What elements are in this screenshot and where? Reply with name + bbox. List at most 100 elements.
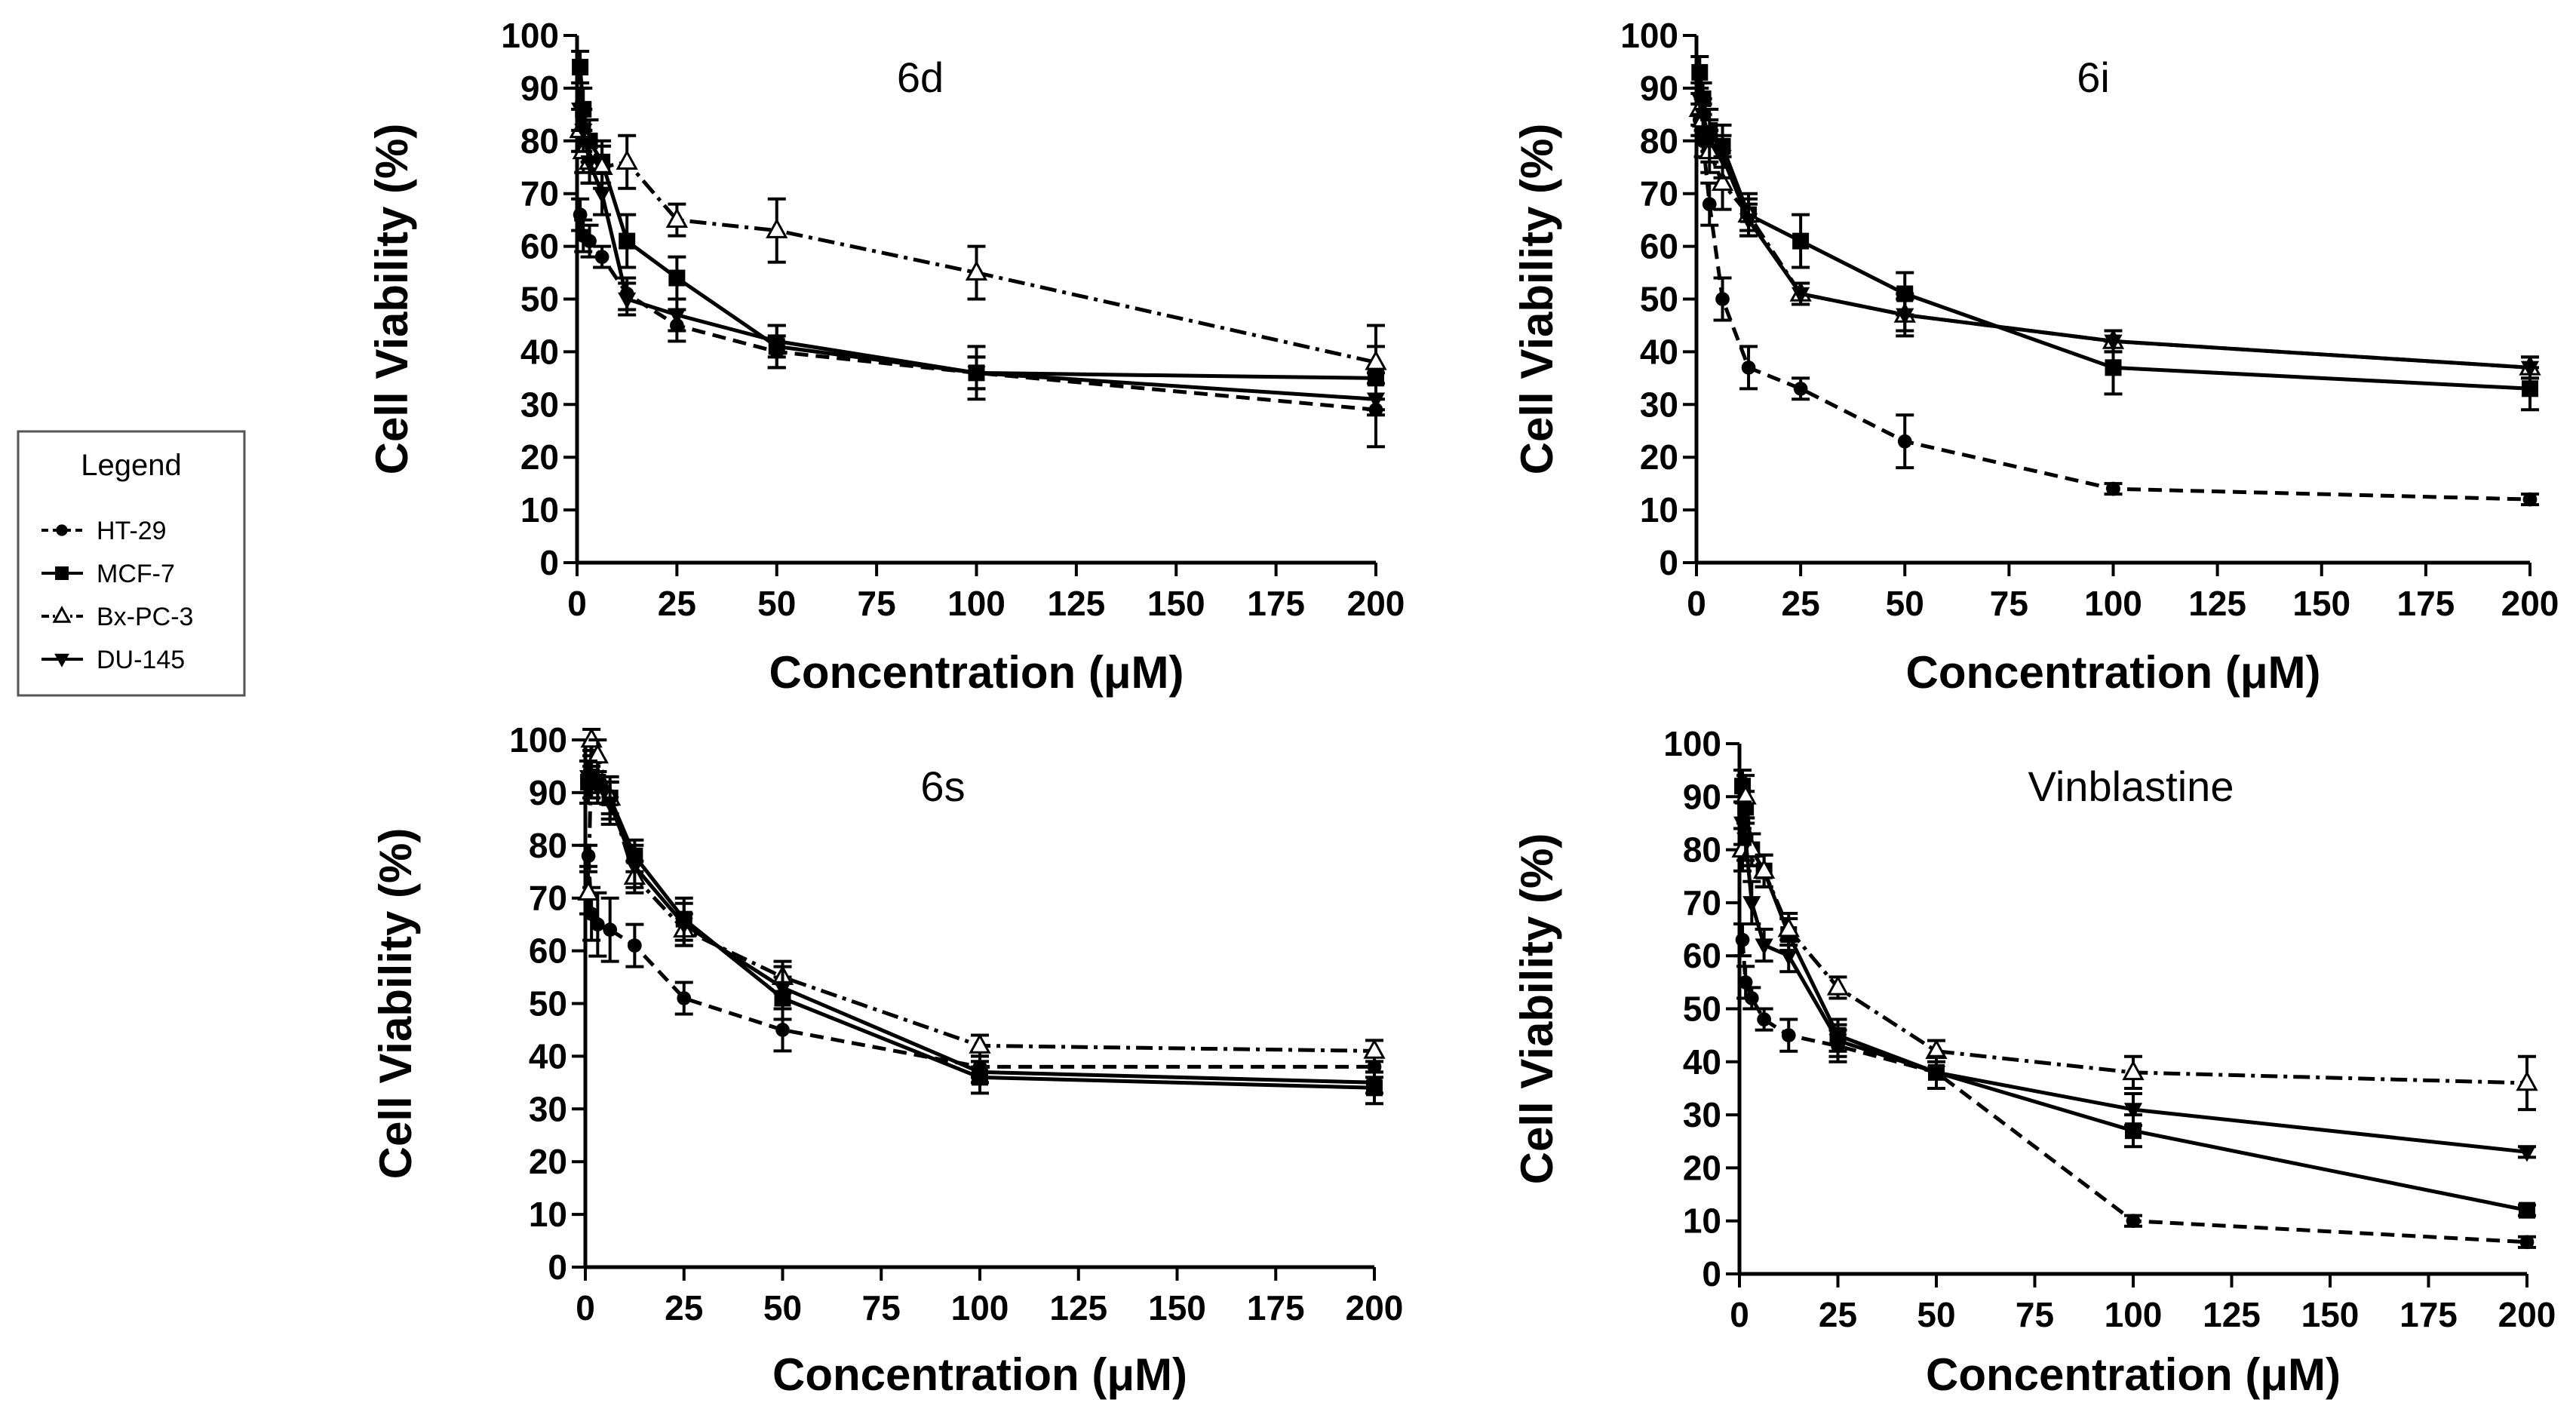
y-tick-label: 70 [1640,174,1678,213]
x-tick-label: 175 [2399,1295,2458,1334]
x-tick-label: 75 [862,1288,901,1327]
data-point [1826,975,1850,996]
data-point [965,260,988,281]
data-point [1793,381,1808,396]
data-point [677,991,692,1005]
data-point [2516,1070,2538,1091]
y-axis-label: Cell Viability (%) [370,828,421,1180]
y-tick-label: 20 [529,1142,567,1181]
data-point [773,981,792,998]
x-tick-label: 175 [1247,1288,1305,1327]
data-point [2106,481,2120,496]
data-point [572,58,589,75]
data-point [1741,361,1756,375]
legend-item-ht-29: HT-29 [41,517,167,545]
series-du-145 [571,86,1386,417]
y-tick-label: 90 [1683,777,1721,816]
data-point [594,250,609,264]
data-point [1781,1028,1796,1042]
x-tick-label: 175 [1247,584,1305,623]
x-tick-label: 50 [1886,584,1924,623]
x-tick-label: 100 [951,1288,1009,1327]
x-tick-label: 150 [2292,584,2350,623]
x-tick-label: 50 [763,1288,802,1327]
chart-panel-2: 0 10 20 30 40 50 60 70 80 90 100 0 25 50 75 100 125 150 17… [1512,16,2559,698]
data-point [603,922,618,937]
y-tick-label: 0 [539,543,559,582]
data-point [1744,991,1759,1005]
x-tick-label: 50 [757,584,796,623]
data-point [600,796,619,814]
x-tick-label: 0 [567,584,587,623]
y-tick-label: 20 [1683,1148,1721,1187]
y-tick-label: 70 [529,879,567,918]
series-du-145 [1690,81,2540,380]
legend-title: Legend [81,449,181,482]
y-tick-label: 30 [1640,385,1678,424]
x-tick-label: 25 [658,584,696,623]
data-point [2522,380,2538,397]
data-point [592,186,612,204]
data-point [2517,1145,2537,1162]
y-axis-label: Cell Viability (%) [367,124,417,475]
data-point [1713,149,1732,167]
legend-item-du-145: DU-145 [41,646,185,674]
data-point [775,1023,790,1037]
data-point [2123,1103,2143,1120]
x-tick-label: 0 [1730,1295,1749,1334]
data-point [1363,1039,1386,1059]
x-tick-label: 100 [2084,584,2142,623]
data-point [1739,213,1758,230]
x-tick-label: 0 [576,1288,595,1327]
x-tick-label: 150 [1148,1288,1206,1327]
data-point [2519,1202,2535,1219]
x-tick-label: 25 [665,1288,703,1327]
legend-label: HT-29 [97,517,167,545]
y-tick-label: 0 [1659,543,1678,582]
x-tick-label: 150 [2301,1295,2360,1334]
y-tick-label: 30 [520,385,559,424]
y-tick-label: 40 [1640,332,1678,371]
data-point [574,124,593,141]
y-axis-label: Cell Viability (%) [1512,833,1562,1185]
data-point [1715,292,1730,306]
x-axis-label: Concentration (μM) [772,1349,1187,1400]
data-point [2520,361,2540,378]
x-tick-label: 125 [1048,584,1106,623]
y-tick-label: 60 [529,931,567,971]
y-tick-label: 20 [1640,437,1678,477]
chart-title: 6s [920,763,965,810]
data-point [1896,308,1914,325]
legend-label: DU-145 [97,646,185,674]
y-tick-label: 80 [1683,830,1721,870]
y-tick-label: 10 [1683,1202,1721,1241]
y-tick-label: 10 [529,1195,567,1234]
x-axis-label: Concentration (μM) [769,647,1184,698]
data-point [967,366,986,383]
chart-panel-1: 0 10 20 30 40 50 60 70 80 90 100 0 25 50 75 100 125 150 17… [367,16,1405,698]
data-point [2126,1214,2141,1229]
series-bx-pc-3 [1731,774,2538,1112]
chart-title: 6i [2077,54,2110,101]
chart-panel-4: 0 10 20 30 40 50 60 70 80 90 100 0 25 50 75 100 125 150 17… [1512,724,2556,1400]
series-du-145 [1733,800,2537,1162]
x-tick-label: 75 [1990,584,2028,623]
y-tick-label: 50 [529,984,567,1024]
data-point [1366,392,1386,410]
y-tick-label: 100 [501,16,559,55]
data-point [616,149,638,170]
y-tick-label: 80 [529,826,567,865]
data-point [1792,232,1810,250]
data-point [1738,975,1753,990]
y-tick-label: 30 [529,1089,567,1128]
data-point [1702,197,1717,212]
data-point [674,917,693,934]
chart-title: 6d [897,54,944,101]
y-tick-label: 50 [1640,280,1678,319]
x-axis-label: Concentration (μM) [1926,1349,2341,1400]
x-tick-label: 100 [947,584,1006,623]
data-point [766,218,788,238]
legend: Legend HT-29 MCF-7 Bx-PC-3 DU-145 [17,430,246,697]
data-point [2522,492,2538,507]
x-tick-label: 25 [1782,584,1820,623]
